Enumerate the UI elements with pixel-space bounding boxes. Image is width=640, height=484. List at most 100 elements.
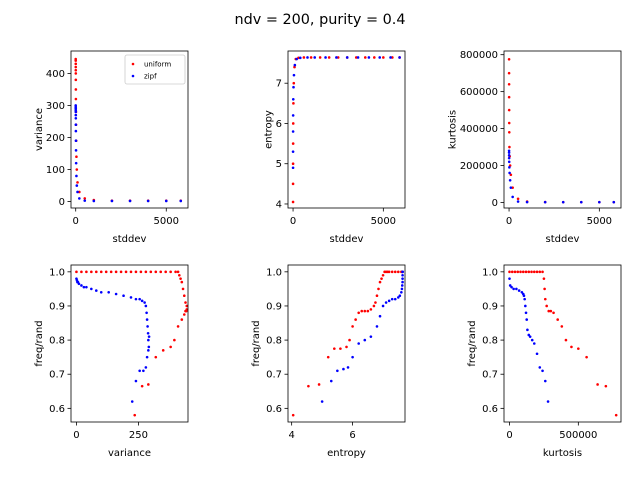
data-point-uniform [99, 270, 103, 274]
series-zipf [508, 277, 550, 403]
y-tick-label: 1.0 [266, 267, 282, 278]
data-point-uniform [94, 270, 98, 274]
legend-box [124, 54, 186, 85]
x-axis-label: kurtosis [543, 448, 582, 459]
data-point-zipf [384, 301, 388, 304]
data-point-uniform [147, 383, 150, 386]
figure-title: ndv = 200, purity = 0.4 [234, 12, 405, 28]
data-point-uniform [140, 384, 144, 388]
data-point-zipf [335, 56, 338, 59]
data-point-uniform [363, 309, 367, 313]
data-point-zipf [298, 56, 302, 60]
series-uniform [508, 270, 618, 417]
data-point-zipf [400, 287, 404, 291]
data-point-uniform [185, 304, 189, 308]
data-point-zipf [512, 287, 515, 291]
data-point-zipf [142, 369, 145, 373]
data-point-zipf [356, 56, 360, 59]
x-tick-label: 0 [506, 430, 512, 441]
data-point-uniform [507, 71, 511, 75]
data-point-uniform [291, 413, 295, 417]
data-point-uniform [532, 270, 536, 274]
data-point-zipf [82, 285, 86, 289]
data-point-uniform [178, 273, 181, 277]
data-point-zipf [92, 199, 96, 203]
x-tick-label: 0 [506, 216, 512, 227]
data-point-zipf [77, 282, 81, 286]
data-point-zipf [329, 379, 333, 383]
x-tick-label: 5000 [371, 216, 396, 227]
data-point-uniform [74, 62, 78, 66]
data-point-zipf [179, 199, 183, 203]
y-axis-label: entropy [264, 110, 275, 149]
data-point-uniform [309, 56, 313, 59]
y-tick-label: 0.6 [266, 404, 282, 415]
data-point-uniform [527, 270, 531, 274]
y-tick-label: 6 [276, 119, 282, 130]
x-axis-label: stddev [330, 234, 364, 245]
legend-label-uniform: uniform [144, 61, 171, 69]
data-point-uniform [530, 270, 533, 274]
data-point-uniform [139, 270, 143, 274]
data-point-uniform [74, 78, 78, 82]
data-point-zipf [94, 289, 98, 292]
data-point-zipf [507, 160, 511, 164]
data-point-zipf [400, 291, 403, 294]
data-point-uniform [570, 345, 573, 349]
data-point-uniform [74, 97, 78, 101]
subplot-1: 0 5000 0 100 200 300 400 stddev variance uniform z… [34, 50, 189, 245]
data-point-zipf [291, 166, 295, 170]
axes-frame [70, 50, 189, 209]
data-point-uniform [75, 168, 79, 171]
data-point-zipf [145, 355, 149, 359]
data-point-zipf [543, 200, 547, 204]
data-point-uniform [507, 108, 511, 112]
data-point-uniform [336, 56, 340, 59]
data-point-uniform [397, 270, 400, 274]
data-point-zipf [598, 200, 601, 204]
series-uniform [291, 270, 404, 417]
data-point-uniform [549, 309, 553, 313]
data-point-uniform [327, 56, 331, 59]
data-point-zipf [75, 174, 78, 178]
data-point-uniform [180, 280, 184, 284]
data-point-zipf [293, 63, 297, 67]
data-point-uniform [149, 270, 153, 274]
data-point-uniform [543, 287, 546, 291]
data-point-zipf [612, 200, 616, 204]
data-point-zipf [507, 156, 511, 160]
data-point-uniform [507, 121, 511, 125]
y-tick-label: 0.9 [266, 301, 282, 312]
data-point-uniform [560, 325, 564, 328]
data-point-uniform [291, 162, 295, 166]
data-point-uniform [577, 347, 580, 350]
data-point-zipf [516, 200, 520, 203]
data-point-zipf [90, 287, 93, 291]
data-point-uniform [391, 56, 394, 59]
data-point-zipf [507, 154, 511, 157]
data-point-uniform [387, 270, 391, 274]
y-tick-label: 1.0 [49, 267, 65, 278]
subplot-4: 0 250 0.6 0.7 0.8 0.9 1.0 variance freq/rand [34, 264, 189, 459]
y-tick-label: 1.0 [482, 267, 498, 278]
data-point-uniform [90, 270, 93, 274]
data-point-zipf [144, 366, 148, 369]
data-point-uniform [333, 347, 336, 350]
data-point-uniform [510, 270, 514, 274]
data-point-uniform [109, 270, 113, 274]
data-point-zipf [291, 98, 295, 101]
data-point-uniform [511, 186, 514, 189]
data-point-zipf [389, 56, 392, 59]
data-point-uniform [154, 270, 158, 274]
data-point-zipf [390, 297, 394, 301]
data-point-zipf [357, 342, 360, 345]
data-point-uniform [176, 270, 180, 274]
data-point-zipf [138, 369, 141, 373]
data-point-uniform [317, 383, 321, 386]
data-point-zipf [291, 150, 295, 153]
data-point-zipf [401, 277, 404, 280]
data-point-uniform [184, 309, 187, 313]
data-point-zipf [291, 130, 295, 133]
y-tick-label: 5 [276, 159, 282, 170]
data-point-zipf [74, 116, 78, 120]
